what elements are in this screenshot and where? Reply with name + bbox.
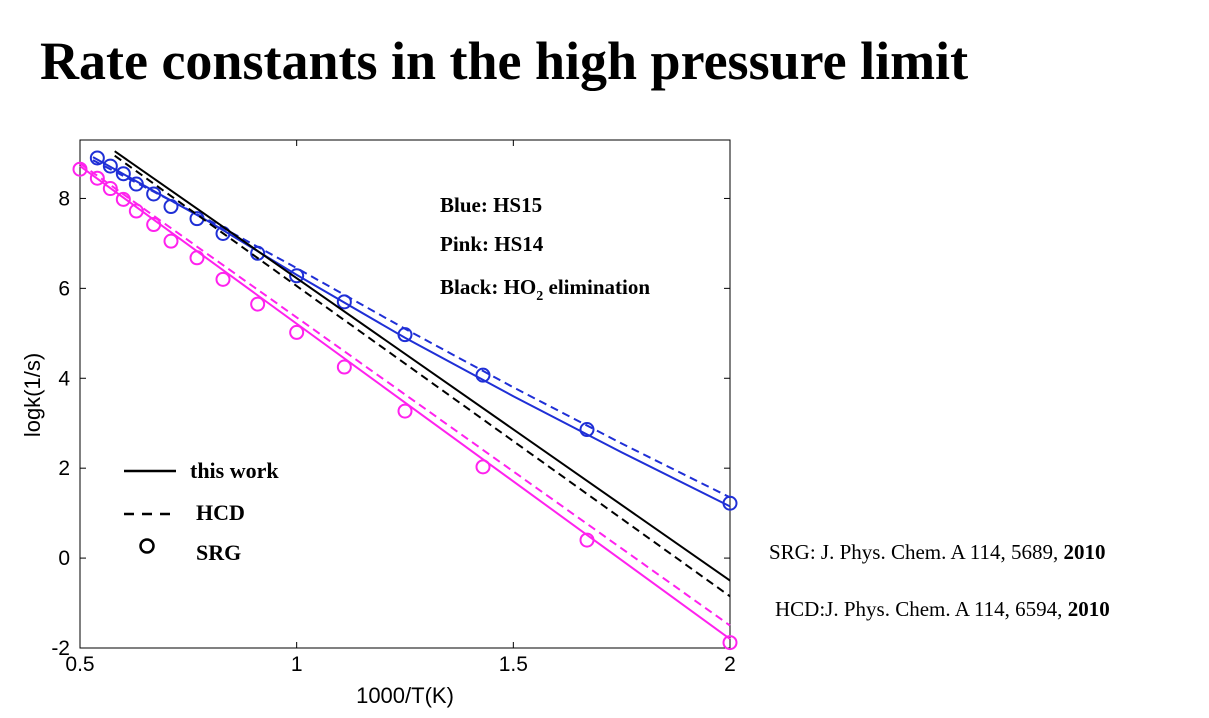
color-note-black-rest: elimination xyxy=(543,275,650,299)
srg-point-hs15-srg xyxy=(289,268,305,284)
srg-point-hs14-srg xyxy=(336,359,352,375)
reference-hcd-text: HCD:J. Phys. Chem. A 114, 6594, xyxy=(775,597,1068,621)
srg-point-hs14-srg xyxy=(102,181,118,197)
srg-point-hs15-srg xyxy=(250,245,266,261)
legend-circle-swatch xyxy=(139,538,155,554)
x-tick-label: 0.5 xyxy=(65,653,94,676)
srg-point-hs14-srg xyxy=(250,296,266,312)
y-axis-label: logk(1/s) xyxy=(20,353,45,437)
series-line-ho2-elimination-this-work xyxy=(114,150,731,582)
srg-point-hs15-srg xyxy=(722,495,738,511)
srg-point-hs14-srg xyxy=(115,191,131,207)
axis-ticks: 0.5 1 1.5 2 -2 0 2 4 6 8 xyxy=(51,140,736,676)
srg-point-hs14-srg xyxy=(475,459,491,475)
srg-point-hs14-srg xyxy=(722,635,738,651)
srg-point-hs14-srg xyxy=(128,203,144,219)
y-tick-label: 4 xyxy=(58,367,70,390)
reference-srg: SRG: J. Phys. Chem. A 114, 5689, 2010 xyxy=(769,540,1105,565)
color-notes: Blue: HS15 Pink: HS14 Black: HO2 elimina… xyxy=(440,193,650,304)
plot-area xyxy=(79,139,731,649)
srg-point-hs14-srg xyxy=(72,161,88,177)
srg-point-hs15-srg xyxy=(475,367,491,383)
x-axis-label: 1000/T(K) xyxy=(356,683,454,708)
srg-point-hs15-srg xyxy=(336,294,352,310)
color-note-pink: Pink: HS14 xyxy=(440,232,544,256)
srg-point-hs14-srg xyxy=(146,217,162,233)
legend-label-srg: SRG xyxy=(196,540,241,565)
y-tick-label: 2 xyxy=(58,457,70,480)
y-tick-label: -2 xyxy=(51,637,70,660)
color-note-black: Black: HO2 elimination xyxy=(440,275,650,304)
srg-point-hs15-srg xyxy=(579,422,595,438)
srg-point-hs14-srg xyxy=(579,532,595,548)
srg-point-hs14-srg xyxy=(397,403,413,419)
series-line-hs15-this-work xyxy=(92,156,731,508)
srg-point-hs15-srg xyxy=(163,199,179,215)
srg-point-hs15-srg xyxy=(146,186,162,202)
slide-title: Rate constants in the high pressure limi… xyxy=(40,31,969,91)
series-line-hs15-hcd xyxy=(92,159,731,499)
srg-point-hs14-srg xyxy=(289,324,305,340)
srg-point-hs15-srg xyxy=(128,176,144,192)
srg-point-hs15-srg xyxy=(397,327,413,343)
y-tick-label: 0 xyxy=(58,547,70,570)
series-line-hs14-hcd xyxy=(79,162,731,627)
color-note-black-subscript: 2 xyxy=(536,289,543,304)
srg-point-hs14-srg xyxy=(89,170,105,186)
x-tick-label: 1 xyxy=(291,653,303,676)
reference-srg-year: 2010 xyxy=(1063,540,1106,564)
y-tick-label: 6 xyxy=(58,277,70,300)
reference-srg-text: SRG: J. Phys. Chem. A 114, 5689, xyxy=(769,540,1064,564)
srg-point-hs15-srg xyxy=(102,158,118,174)
x-tick-label: 1.5 xyxy=(499,653,528,676)
series-layer xyxy=(72,150,738,651)
series-line-hs14-this-work xyxy=(79,165,731,640)
legend-label-hcd: HCD xyxy=(196,500,245,525)
srg-point-hs14-srg xyxy=(163,233,179,249)
x-tick-label: 2 xyxy=(724,653,736,676)
srg-point-hs14-srg xyxy=(189,250,205,266)
color-note-blue: Blue: HS15 xyxy=(440,193,542,217)
series-line-ho2-elimination-hcd xyxy=(114,154,731,598)
reference-hcd: HCD:J. Phys. Chem. A 114, 6594, 2010 xyxy=(775,597,1110,622)
y-tick-label: 8 xyxy=(58,187,70,210)
srg-point-hs14-srg xyxy=(215,271,231,287)
legend: this work HCD SRG xyxy=(124,458,279,565)
srg-point-hs15-srg xyxy=(89,150,105,166)
legend-label-this-work: this work xyxy=(190,458,279,483)
color-note-black-label: Black: HO xyxy=(440,275,536,299)
reference-hcd-year: 2010 xyxy=(1067,597,1110,621)
srg-point-hs15-srg xyxy=(115,166,131,182)
